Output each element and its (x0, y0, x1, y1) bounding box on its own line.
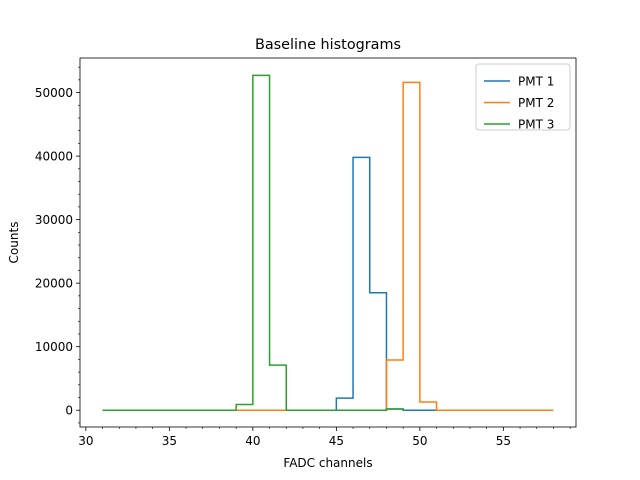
legend: PMT 1 PMT 2 PMT 3 (475, 63, 571, 132)
x-tick-label: 30 (78, 434, 93, 448)
x-tick-label: 50 (412, 434, 427, 448)
x-tick-label: 55 (496, 434, 511, 448)
ticks-layer: 30 35 40 45 50 55 0 10000 20000 30000 40000 50000 (35, 66, 571, 448)
series-layer (102, 74, 554, 411)
y-tick-label: 0 (65, 404, 73, 418)
y-tick-label: 30000 (35, 213, 73, 227)
y-tick-label: 40000 (35, 150, 73, 164)
chart-title: Baseline histograms (255, 37, 401, 53)
x-tick-label: 35 (162, 434, 177, 448)
x-tick-label: 45 (329, 434, 344, 448)
legend-label: PMT 2 (518, 96, 554, 110)
y-tick-label: 50000 (35, 86, 73, 100)
legend-label: PMT 1 (518, 75, 554, 89)
x-tick-label: 40 (245, 434, 260, 448)
x-axis-label: FADC channels (283, 456, 372, 470)
histogram-series-3 (102, 74, 404, 411)
legend-label: PMT 3 (518, 118, 554, 132)
y-tick-label: 10000 (35, 340, 73, 354)
y-tick-label: 20000 (35, 277, 73, 291)
y-axis-label: Counts (7, 222, 21, 264)
plot-frame (79, 57, 577, 428)
